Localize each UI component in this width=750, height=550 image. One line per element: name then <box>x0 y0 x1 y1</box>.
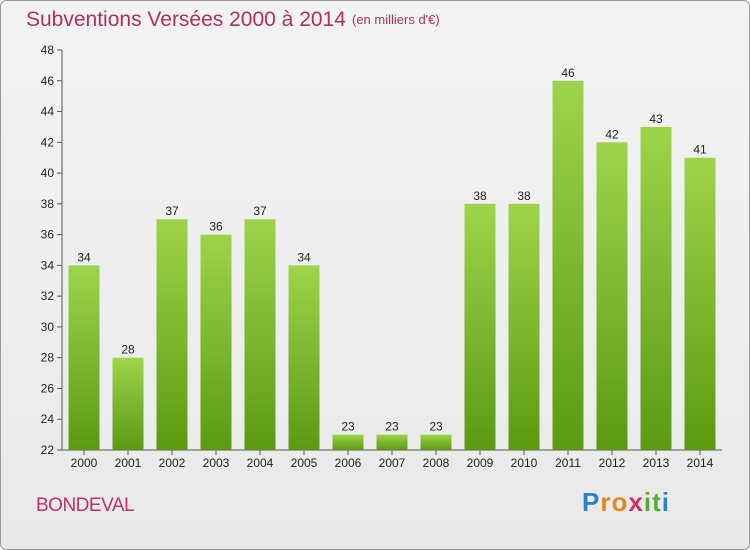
y-tick-label: 46 <box>41 74 55 88</box>
x-tick-label: 2014 <box>687 456 714 470</box>
x-tick-label: 2012 <box>599 456 626 470</box>
logo-letter: i <box>643 487 653 517</box>
x-tick-label: 2000 <box>71 456 98 470</box>
data-label: 43 <box>649 112 663 126</box>
logo-letter: P <box>582 487 601 517</box>
chart-subtitle: (en milliers d'€) <box>352 12 440 27</box>
place-name: BONDEVAL <box>36 495 135 516</box>
x-tick-label: 2009 <box>467 456 494 470</box>
data-label: 23 <box>341 420 355 434</box>
data-label: 46 <box>561 66 575 80</box>
logo-letter: x <box>628 487 644 517</box>
y-tick-label: 48 <box>41 43 55 57</box>
x-tick-label: 2011 <box>555 456 581 470</box>
bar <box>288 265 320 450</box>
x-tick-label: 2002 <box>159 456 186 470</box>
bar <box>68 265 100 450</box>
x-tick-label: 2003 <box>203 456 230 470</box>
y-tick-label: 40 <box>41 166 55 180</box>
y-tick-label: 30 <box>41 320 55 334</box>
y-tick-label: 36 <box>41 228 55 242</box>
bar <box>244 219 276 450</box>
bar <box>376 434 408 450</box>
bar <box>684 157 716 450</box>
logo-letter: r <box>600 487 612 517</box>
x-tick-label: 2004 <box>247 456 274 470</box>
bar <box>552 80 584 451</box>
data-label: 34 <box>77 250 91 264</box>
y-tick-label: 28 <box>41 351 55 365</box>
x-tick-label: 2007 <box>379 456 406 470</box>
bar <box>596 142 628 451</box>
y-tick-label: 42 <box>41 135 55 149</box>
bar <box>420 434 452 450</box>
data-label: 23 <box>385 420 399 434</box>
y-tick-label: 38 <box>41 197 55 211</box>
bar <box>332 434 364 450</box>
y-tick-label: 44 <box>41 105 55 119</box>
x-tick-label: 2005 <box>291 456 318 470</box>
logo-letter: i <box>661 487 670 517</box>
data-label: 38 <box>473 189 487 203</box>
data-label: 37 <box>253 204 267 218</box>
bar <box>156 219 188 450</box>
bar <box>464 203 496 450</box>
bar <box>200 234 232 450</box>
x-tick-label: 2006 <box>335 456 362 470</box>
y-tick-label: 32 <box>41 289 55 303</box>
chart-title: Subventions Versées 2000 à 2014 <box>26 8 346 31</box>
y-tick-label: 24 <box>41 412 55 426</box>
logo-letter: o <box>611 487 629 517</box>
y-tick-label: 22 <box>41 443 55 457</box>
y-tick-label: 34 <box>41 258 55 272</box>
data-label: 23 <box>429 420 443 434</box>
data-label: 42 <box>605 127 619 141</box>
data-label: 28 <box>121 343 135 357</box>
y-tick-label: 26 <box>41 381 55 395</box>
bar <box>640 126 672 450</box>
bar <box>508 203 540 450</box>
logo-letter: t <box>652 487 662 517</box>
data-label: 37 <box>165 204 179 218</box>
x-tick-label: 2013 <box>643 456 670 470</box>
bar <box>112 357 144 450</box>
data-label: 41 <box>693 143 707 157</box>
x-tick-label: 2001 <box>115 456 142 470</box>
x-tick-label: 2008 <box>423 456 450 470</box>
data-label: 36 <box>209 220 223 234</box>
proxiti-logo: Proxiti <box>582 487 670 518</box>
data-label: 34 <box>297 250 311 264</box>
x-tick-label: 2010 <box>511 456 538 470</box>
data-label: 38 <box>517 189 531 203</box>
